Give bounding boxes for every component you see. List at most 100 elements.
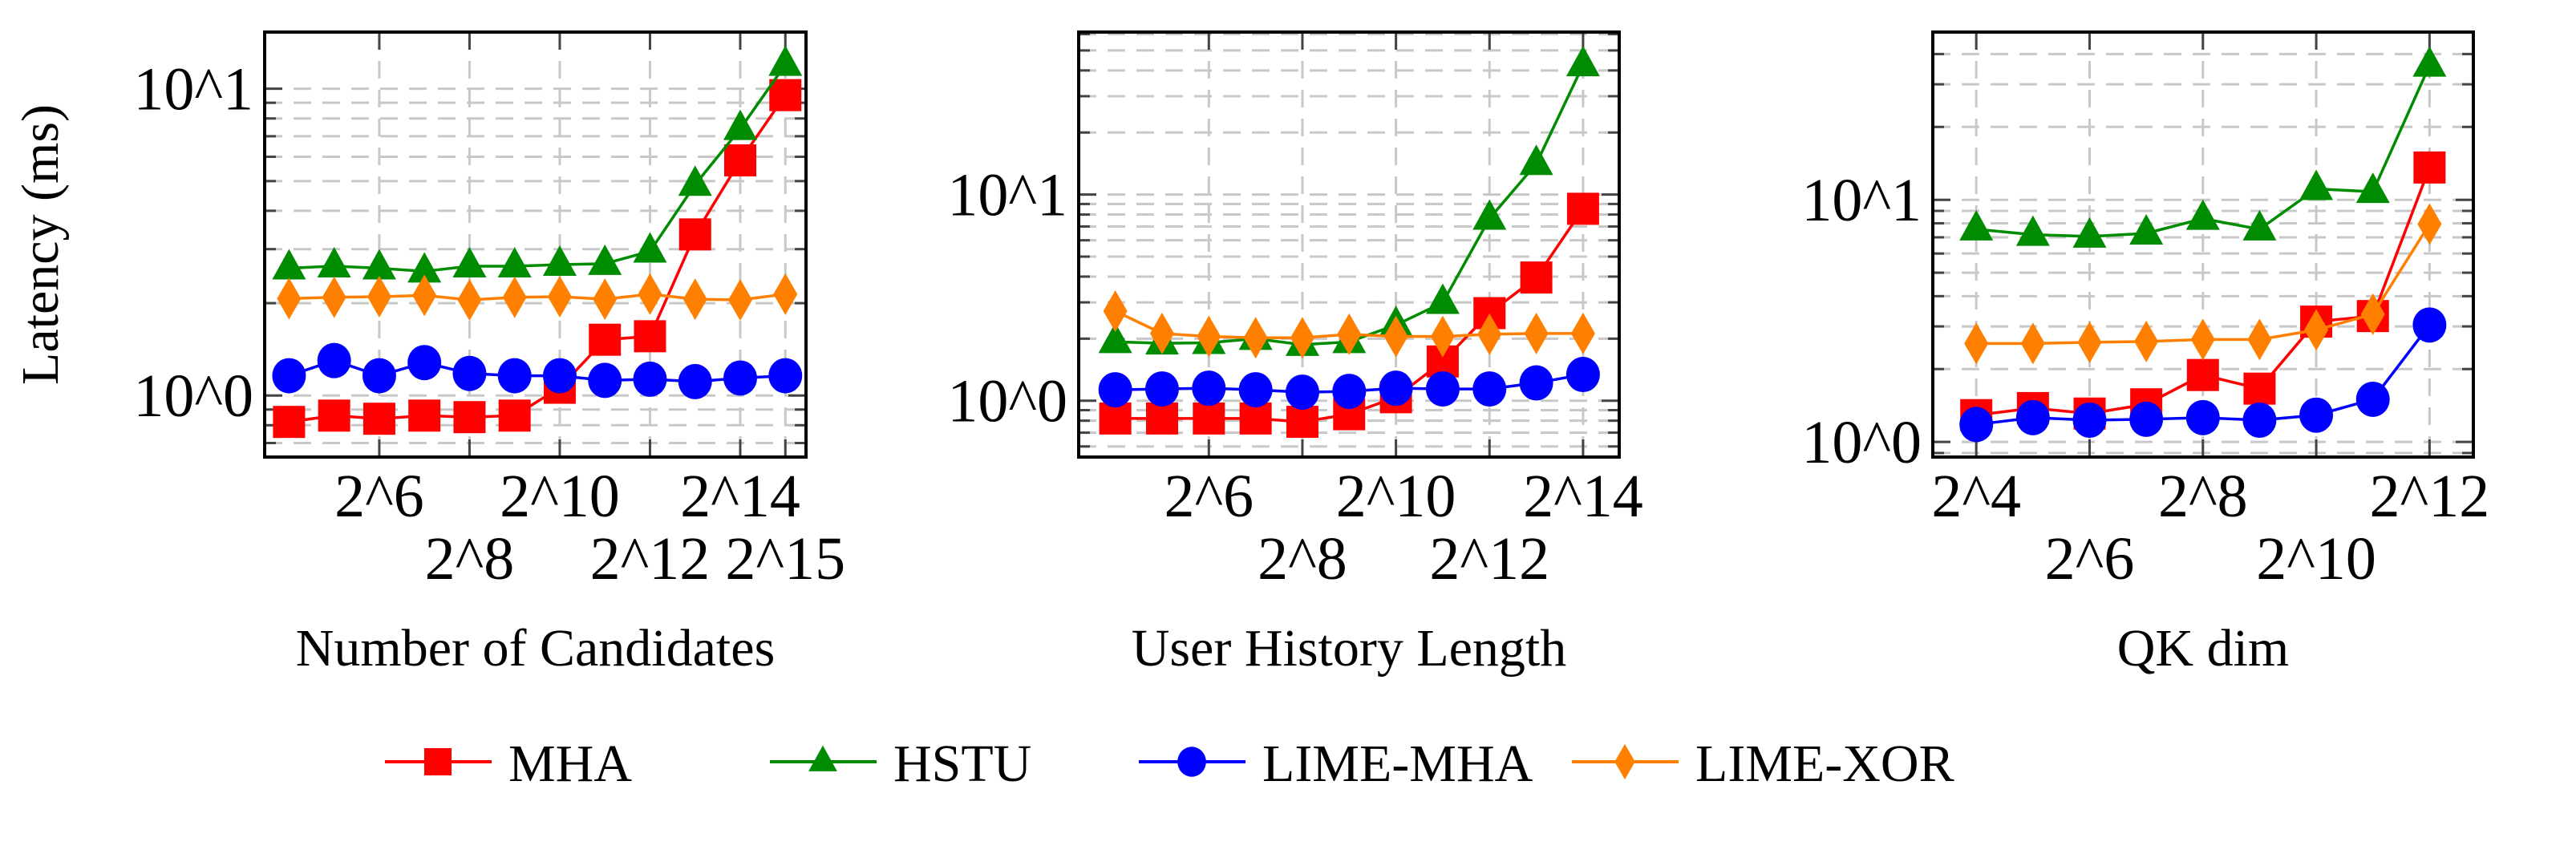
circle-marker: [1332, 374, 1367, 410]
diamond-marker: [1570, 312, 1595, 354]
square-marker: [2243, 372, 2276, 405]
diamond-marker: [727, 278, 752, 321]
square-marker: [363, 403, 395, 435]
circle-marker: [2355, 381, 2390, 417]
series-lime-mha: [272, 342, 803, 399]
circle-marker: [633, 361, 667, 397]
series-lime-mha: [1098, 357, 1600, 411]
legend-label: HSTU: [893, 734, 1031, 793]
x-tick-label: 2^10: [500, 463, 620, 530]
triangle-marker: [1098, 322, 1132, 354]
circle-marker: [542, 358, 577, 394]
circle-marker: [2299, 397, 2334, 433]
x-axis-label: User History Length: [1132, 619, 1567, 678]
series-line: [289, 293, 786, 301]
diamond-marker: [2134, 320, 2159, 362]
diamond-marker: [457, 278, 482, 321]
triangle-marker: [2299, 169, 2334, 200]
square-marker: [723, 144, 756, 177]
plot-frame: [263, 30, 808, 459]
series-hstu: [1959, 46, 2447, 248]
triangle-marker: [1565, 46, 1600, 77]
triangle-marker: [2412, 46, 2447, 77]
x-tick-label: 2^4: [1931, 463, 2021, 530]
triangle-marker: [2355, 172, 2390, 204]
circle-marker: [1098, 372, 1132, 408]
triangle-marker: [1519, 144, 1553, 176]
y-tick-label: 10^1: [133, 56, 253, 123]
x-tick-label: 2^6: [334, 463, 424, 530]
y-tick-label: 10^1: [1801, 167, 1922, 234]
triangle-marker: [452, 246, 487, 277]
legend-label: LIME-MHA: [1262, 734, 1533, 793]
circle-marker: [452, 355, 487, 391]
triangle-marker: [633, 232, 667, 263]
diamond-marker: [1614, 743, 1635, 780]
x-axis-label: QK dim: [2117, 619, 2290, 678]
x-tick-label: 2^6: [1164, 463, 1254, 530]
plot-frame: [1077, 30, 1621, 459]
diamond-marker: [593, 278, 618, 321]
x-axis-label: Number of Candidates: [296, 619, 776, 678]
circle-marker: [1425, 371, 1460, 407]
y-tick-label: 10^1: [947, 162, 1067, 229]
square-marker: [453, 401, 486, 434]
circle-marker: [1959, 407, 1994, 443]
triangle-marker: [542, 245, 577, 277]
triangle-marker: [317, 246, 351, 277]
circle-marker: [588, 362, 622, 399]
x-tick-label: 2^10: [1336, 463, 1456, 530]
circle-marker: [678, 363, 712, 399]
triangle-marker: [407, 252, 442, 283]
diamond-marker: [1477, 313, 1502, 355]
x-tick-label: 2^12: [590, 525, 711, 593]
x-tick-label: 2^6: [2045, 525, 2135, 593]
circle-marker: [2072, 402, 2107, 438]
triangle-marker: [588, 244, 622, 275]
y-axis-label: Latency (ms): [11, 104, 70, 385]
diamond-marker: [1964, 322, 1989, 365]
circle-marker: [272, 358, 306, 394]
x-tick-label: 2^10: [2256, 525, 2376, 593]
diamond-marker: [2360, 293, 2385, 335]
diamond-marker: [1243, 317, 1268, 359]
square-marker: [1239, 402, 1272, 435]
circle-marker: [2412, 307, 2447, 343]
x-tick-label: 2^14: [1523, 463, 1643, 530]
circle-marker: [1144, 371, 1179, 407]
x-tick-label: 2^15: [725, 525, 845, 593]
legend-label: MHA: [508, 734, 632, 793]
diamond-marker: [773, 273, 798, 315]
square-marker: [424, 748, 452, 775]
square-marker: [2413, 151, 2446, 184]
triangle-marker: [1959, 209, 1994, 241]
x-tick-label: 2^8: [2158, 463, 2248, 530]
x-tick-label: 2^12: [1429, 525, 1549, 593]
circle-marker: [2185, 399, 2220, 435]
diamond-marker: [547, 275, 572, 318]
diamond-marker: [2020, 322, 2045, 365]
chart-3: 10^0 10^1 2^4 2^6 2^82^102^12 QK dim: [1801, 30, 2489, 678]
square-marker: [318, 399, 350, 432]
circle-marker: [1472, 371, 1507, 407]
circle-marker: [1192, 370, 1226, 407]
series-hstu: [1098, 46, 1600, 356]
diamond-marker: [1524, 312, 1549, 354]
series-hstu: [272, 45, 803, 283]
diamond-marker: [682, 278, 707, 321]
triangle-marker: [808, 745, 837, 771]
x-tick-label: 2^8: [425, 525, 515, 593]
legend-item-lime-xor: LIME-XOR: [1572, 734, 1954, 793]
series-mha: [273, 79, 802, 439]
triangle-marker: [2072, 216, 2107, 248]
square-marker: [1099, 402, 1132, 435]
square-marker: [273, 406, 306, 439]
chart-1: 10^0 10^1 2^62^82^102^122^142^15 Number of …: [11, 30, 845, 678]
square-marker: [634, 320, 666, 353]
square-marker: [1566, 192, 1599, 225]
square-marker: [769, 79, 802, 111]
circle-marker: [1177, 747, 1206, 777]
square-marker: [1193, 402, 1225, 435]
diamond-marker: [1103, 290, 1128, 333]
triangle-marker: [2242, 209, 2277, 241]
